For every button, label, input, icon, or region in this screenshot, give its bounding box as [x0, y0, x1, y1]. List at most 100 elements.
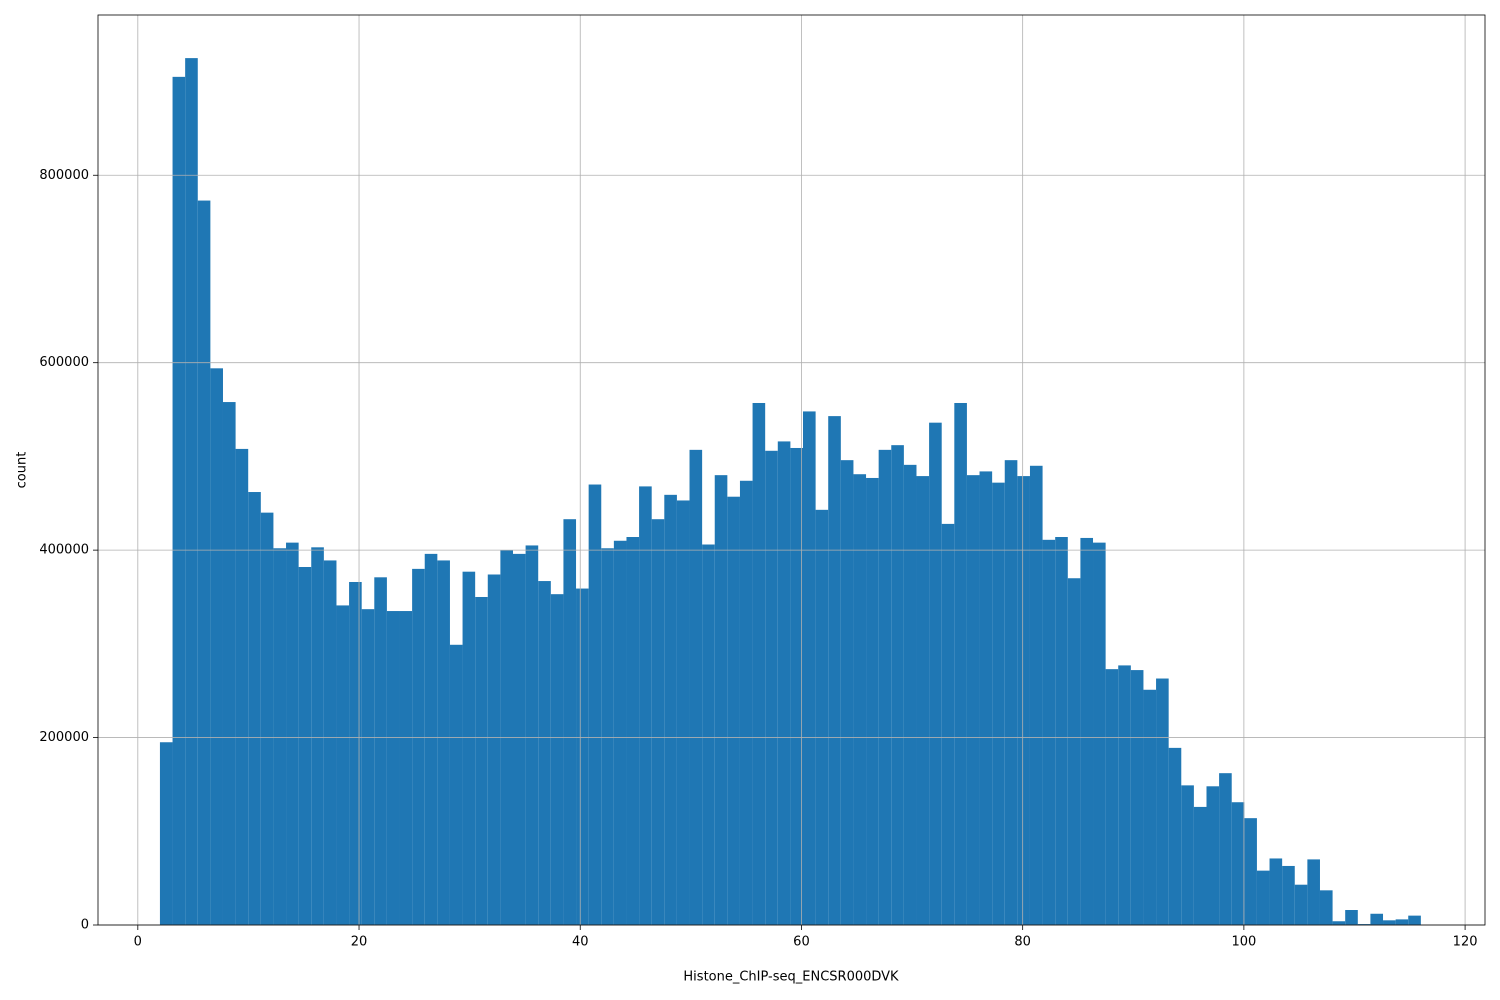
x-tick-label: 60 — [793, 935, 810, 950]
bar — [1269, 858, 1283, 925]
bar — [651, 519, 665, 925]
bar — [1206, 786, 1220, 925]
bar — [538, 581, 551, 925]
bar — [752, 402, 766, 925]
bar — [273, 548, 287, 925]
bar — [525, 545, 539, 925]
bar — [1143, 689, 1157, 925]
bar — [311, 547, 324, 925]
bar — [1256, 870, 1270, 925]
bar — [437, 560, 450, 925]
y-tick-label: 800000 — [39, 168, 89, 183]
y-tick-label: 200000 — [39, 730, 89, 745]
bar — [765, 450, 778, 925]
bar — [1294, 884, 1308, 925]
bar — [828, 416, 841, 925]
bar — [1408, 915, 1421, 925]
bar — [550, 594, 564, 925]
bar — [1357, 924, 1371, 925]
bar — [689, 449, 703, 925]
bar — [399, 611, 413, 925]
bar — [563, 519, 577, 925]
y-tick-label: 400000 — [39, 543, 89, 558]
bar — [1345, 910, 1358, 925]
bar — [1395, 919, 1409, 925]
bar — [1105, 669, 1119, 925]
x-tick-label: 0 — [134, 935, 142, 950]
y-tick-label: 600000 — [39, 355, 89, 370]
bar — [1370, 913, 1384, 925]
plot-frame — [97, 14, 1486, 926]
bar — [1093, 542, 1106, 925]
bar — [210, 368, 223, 925]
bar — [941, 523, 955, 925]
bar — [714, 475, 728, 925]
bar — [916, 476, 930, 925]
bar — [1244, 818, 1257, 925]
x-tick-label: 80 — [1014, 935, 1031, 950]
bar — [929, 422, 942, 925]
bar — [790, 447, 804, 925]
bar — [815, 509, 829, 925]
y-tick-label: 0 — [81, 918, 89, 933]
bar — [235, 448, 249, 925]
bar — [954, 402, 967, 925]
bar — [248, 492, 261, 925]
x-tick-label: 100 — [1231, 935, 1256, 950]
bar — [1319, 890, 1333, 925]
bar — [412, 568, 425, 925]
bar — [1181, 785, 1194, 925]
bar — [1055, 537, 1068, 925]
bar — [1168, 747, 1182, 925]
bar — [1332, 921, 1346, 925]
bar — [1029, 465, 1043, 925]
bar — [512, 553, 526, 925]
bar — [449, 644, 463, 925]
bar — [462, 571, 476, 925]
bar — [777, 441, 791, 925]
bar — [903, 464, 917, 925]
bar — [1080, 537, 1094, 925]
bar — [487, 574, 501, 925]
bar — [185, 58, 198, 926]
bar — [1383, 920, 1396, 925]
bar — [702, 544, 715, 925]
bar — [323, 560, 337, 925]
bar — [1042, 539, 1056, 925]
bar — [992, 482, 1005, 925]
bar — [1130, 670, 1144, 925]
bar — [336, 605, 350, 925]
bar — [1219, 773, 1232, 925]
bar — [298, 566, 312, 925]
bar — [1017, 476, 1030, 925]
bar — [349, 581, 362, 925]
bar — [159, 742, 173, 925]
bar — [588, 484, 602, 925]
bar — [197, 200, 211, 925]
bar — [386, 611, 400, 925]
bar — [979, 471, 993, 925]
bar — [1118, 665, 1131, 925]
bar — [966, 475, 980, 925]
x-tick-label: 40 — [572, 935, 589, 950]
bar — [664, 494, 677, 925]
bar — [613, 540, 627, 925]
bar — [676, 500, 690, 925]
bar — [222, 402, 236, 926]
bar — [260, 512, 274, 925]
bar — [1193, 806, 1207, 925]
bar — [727, 496, 740, 925]
bar — [475, 596, 488, 925]
bar — [853, 474, 867, 925]
bar — [1156, 678, 1169, 925]
bar — [286, 542, 299, 925]
bar — [1282, 865, 1295, 925]
bar — [639, 486, 652, 925]
bar — [626, 537, 640, 925]
y-axis-label: count — [15, 452, 30, 489]
bar — [1004, 460, 1018, 925]
bar — [1307, 859, 1320, 925]
bar — [1231, 802, 1245, 925]
bar — [172, 76, 186, 925]
bar — [361, 609, 375, 925]
